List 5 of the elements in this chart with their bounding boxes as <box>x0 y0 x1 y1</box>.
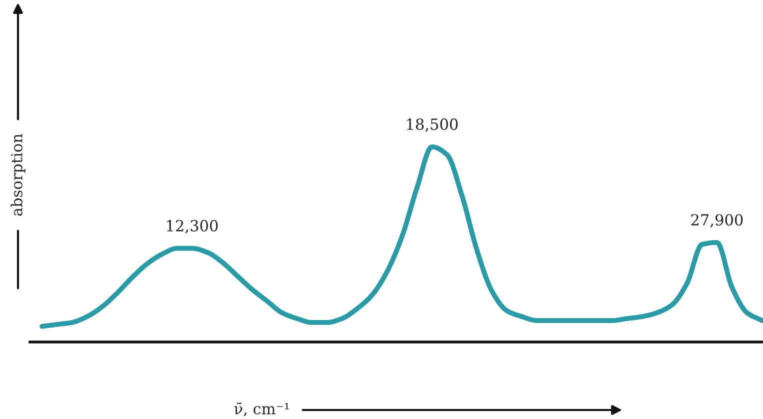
annotation: 27,900 <box>691 214 743 228</box>
annotation: 12,300 <box>167 220 218 234</box>
x-axis-title: ν̄, cm⁻¹ <box>234 402 289 416</box>
text: 18,500 <box>407 118 458 132</box>
y-axis-title: absorption <box>10 134 26 216</box>
